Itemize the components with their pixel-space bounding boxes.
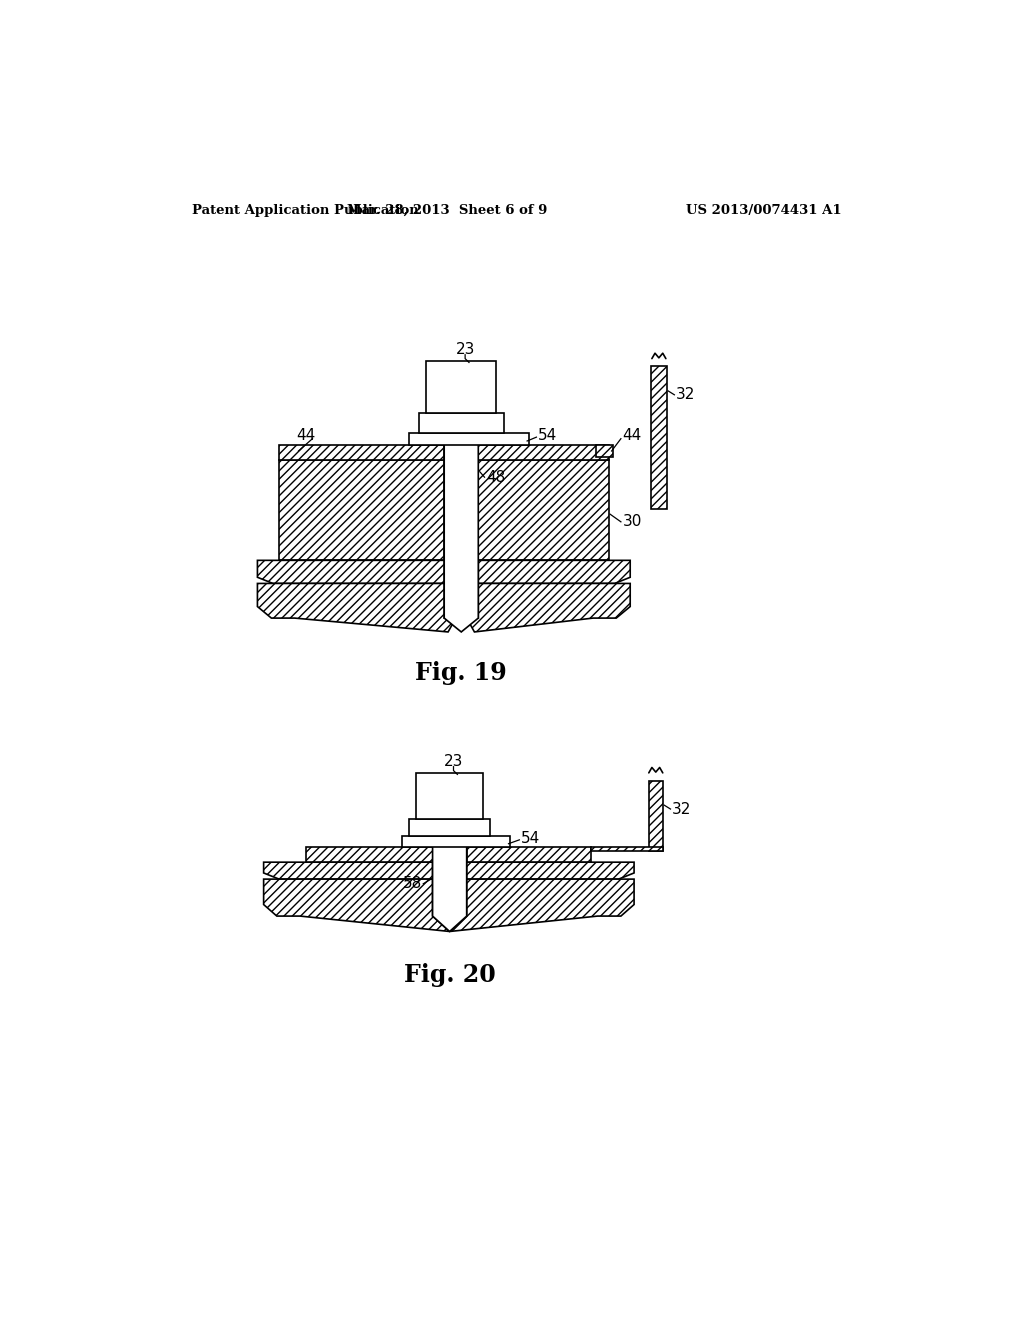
Polygon shape — [651, 367, 667, 508]
Text: 58: 58 — [402, 876, 422, 891]
Polygon shape — [592, 847, 663, 851]
Polygon shape — [467, 847, 592, 862]
Polygon shape — [478, 461, 608, 561]
Text: 32: 32 — [672, 801, 691, 817]
Polygon shape — [263, 862, 432, 879]
Polygon shape — [478, 561, 630, 583]
Polygon shape — [263, 879, 450, 932]
Text: US 2013/0074431 A1: US 2013/0074431 A1 — [686, 205, 842, 218]
Bar — [426, 360, 496, 413]
Polygon shape — [280, 461, 444, 561]
Bar — [401, 836, 510, 847]
Text: 32: 32 — [676, 387, 695, 403]
Polygon shape — [432, 836, 467, 932]
Text: Mar. 28, 2013  Sheet 6 of 9: Mar. 28, 2013 Sheet 6 of 9 — [347, 205, 548, 218]
Polygon shape — [596, 445, 613, 457]
Polygon shape — [450, 879, 634, 932]
Text: 44: 44 — [623, 428, 642, 444]
Polygon shape — [467, 862, 634, 879]
Bar — [409, 433, 528, 445]
Polygon shape — [306, 847, 432, 862]
Polygon shape — [649, 780, 663, 851]
Polygon shape — [467, 583, 630, 632]
Text: 54: 54 — [538, 428, 557, 444]
Bar — [417, 774, 483, 818]
Polygon shape — [257, 561, 444, 583]
Polygon shape — [444, 433, 478, 632]
Text: 30: 30 — [623, 515, 642, 529]
Polygon shape — [478, 445, 608, 461]
Text: 23: 23 — [456, 342, 475, 356]
Text: 23: 23 — [443, 754, 463, 768]
Text: Fig. 19: Fig. 19 — [416, 661, 507, 685]
Text: 48: 48 — [486, 470, 505, 484]
Text: Patent Application Publication: Patent Application Publication — [193, 205, 419, 218]
Polygon shape — [257, 583, 456, 632]
Polygon shape — [280, 445, 444, 461]
Text: Fig. 20: Fig. 20 — [403, 962, 496, 986]
Bar — [419, 413, 504, 433]
Bar — [410, 818, 489, 836]
Text: 54: 54 — [521, 830, 541, 846]
Text: 44: 44 — [297, 428, 315, 444]
